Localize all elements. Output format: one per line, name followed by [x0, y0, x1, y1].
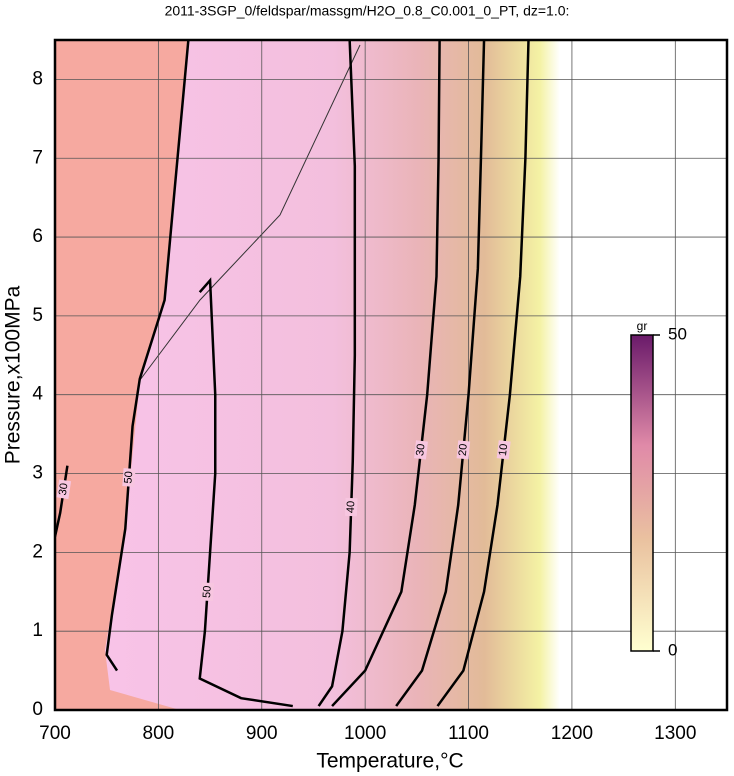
y-tick-label: 1 — [32, 620, 43, 641]
y-tick-label: 8 — [32, 68, 43, 89]
contour-label: 50 — [122, 471, 135, 484]
x-tick-label: 700 — [39, 723, 71, 744]
y-tick-label: 3 — [32, 463, 43, 484]
y-tick-label: 6 — [32, 226, 43, 247]
y-tick-label: 4 — [32, 384, 43, 405]
contour-label-group: 50 — [122, 468, 136, 487]
contour-label: 40 — [345, 501, 357, 514]
chart-title: 2011-3SGP_0/feldspar/massgm/H2O_0.8_C0.0… — [165, 3, 570, 19]
contour-label: 50 — [201, 585, 214, 598]
colorbar-tick-label: 50 — [668, 324, 687, 343]
contour-label-group: 40 — [344, 497, 358, 517]
colorbar — [630, 334, 654, 652]
contour-label-bg — [56, 479, 72, 500]
x-axis-label: Temperature,°C — [316, 750, 463, 773]
contour-label-group: 30 — [56, 479, 72, 500]
contour-label-bg — [122, 468, 136, 487]
contour-line — [105, 40, 190, 672]
colorbar-label: gr — [637, 319, 648, 333]
contour-label-bg — [200, 582, 215, 602]
plot-background — [55, 40, 560, 710]
contour-label: 30 — [57, 482, 71, 496]
contour-label: 30 — [414, 443, 427, 457]
contour-label-bg — [414, 440, 428, 460]
x-tick-label: 1200 — [551, 723, 593, 744]
contour-label-group: 30 — [414, 440, 428, 460]
y-tick-label: 5 — [32, 305, 43, 326]
plot-frame — [53, 38, 729, 712]
x-tick-label: 900 — [246, 723, 278, 744]
contour-label: 10 — [497, 443, 510, 457]
y-tick-label: 2 — [32, 541, 43, 562]
contour-line — [198, 277, 293, 708]
contour-label: 20 — [457, 443, 470, 456]
contour-label-group: 50 — [200, 582, 215, 602]
contour-label-group: 20 — [456, 440, 471, 460]
contour-label-bg — [496, 440, 511, 460]
contour-label-group: 10 — [496, 440, 511, 460]
y-tick-label: 0 — [32, 699, 43, 720]
x-tick-label: 800 — [143, 723, 175, 744]
y-tick-label: 7 — [32, 147, 43, 168]
x-tick-label: 1000 — [344, 723, 386, 744]
y-axis-label: Pressure,x100MPa — [2, 285, 25, 464]
contour-label-bg — [344, 497, 358, 517]
colorbar-tick-label: 0 — [668, 640, 677, 659]
x-tick-label: 1100 — [448, 723, 489, 744]
contour-label-bg — [456, 440, 471, 460]
contours: 10 20 30 40 50 50 30 — [55, 40, 530, 708]
x-tick-label: 1300 — [654, 723, 696, 744]
